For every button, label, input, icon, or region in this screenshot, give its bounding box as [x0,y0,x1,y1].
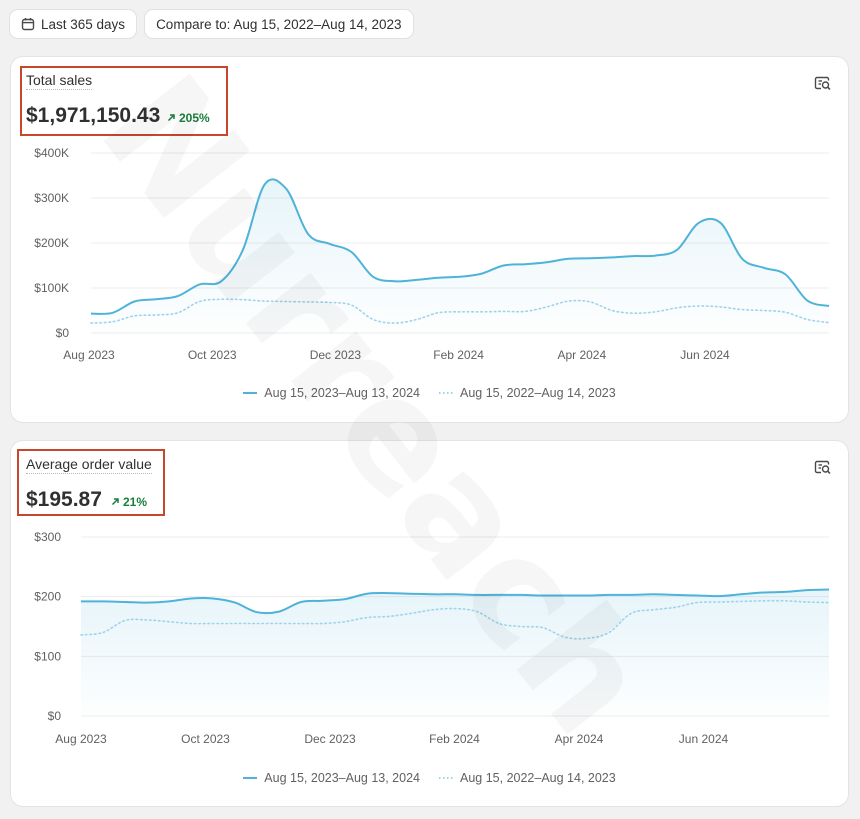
total-sales-card: Total sales $1,971,150.43 205% $0 $100K $2… [11,57,848,422]
highlight-box [17,449,165,516]
highlight-box [20,66,228,136]
explore-data-icon [812,76,834,98]
x-tick-label: Jun 2024 [679,732,729,746]
metric-title[interactable]: Total sales [26,72,93,90]
legend-dotted-swatch [439,777,453,779]
legend-item-current[interactable]: Aug 15, 2023–Aug 13, 2024 [243,386,420,400]
x-tick-label: Feb 2024 [429,732,480,746]
average-order-value-card: Average order value $195.87 21% $0 $100 $2… [11,441,848,806]
series-line-previous [90,298,830,324]
metric-change-value: 21% [123,495,148,509]
calendar-icon [21,17,35,31]
y-tick-label: $200K [34,236,69,250]
compare-to-button[interactable]: Compare to: Aug 15, 2022–Aug 14, 2023 [145,10,413,38]
x-tick-label: Aug 2023 [63,348,115,362]
legend-label-previous: Aug 15, 2022–Aug 14, 2023 [460,771,616,785]
chart-legend: Aug 15, 2023–Aug 13, 2024 Aug 15, 2022–A… [11,386,848,400]
x-tick-label: Apr 2024 [555,732,604,746]
explore-data-button[interactable] [812,456,834,478]
toolbar: Last 365 days Compare to: Aug 15, 2022–A… [10,10,413,38]
x-tick-label: Oct 2023 [188,348,237,362]
y-tick-label: $0 [56,326,70,340]
date-range-label: Last 365 days [41,16,126,32]
x-tick-label: Dec 2023 [310,348,362,362]
legend-solid-swatch [243,777,258,779]
legend-item-current[interactable]: Aug 15, 2023–Aug 13, 2024 [243,771,420,785]
legend-label-previous: Aug 15, 2022–Aug 14, 2023 [460,386,616,400]
series-area-fill [91,179,829,333]
metric-change-value: 205% [179,111,210,125]
y-tick-label: $100 [34,649,61,663]
legend-label-current: Aug 15, 2023–Aug 13, 2024 [264,771,420,785]
y-tick-label: $400K [34,146,69,160]
series-line-previous [80,599,830,640]
x-tick-label: Apr 2024 [557,348,606,362]
y-tick-label: $300 [34,530,61,544]
legend-item-previous[interactable]: Aug 15, 2022–Aug 14, 2023 [439,771,616,785]
chart-legend: Aug 15, 2023–Aug 13, 2024 Aug 15, 2022–A… [11,771,848,785]
metric-value: $195.87 [26,488,102,511]
x-tick-label: Oct 2023 [181,732,230,746]
legend-item-previous[interactable]: Aug 15, 2022–Aug 14, 2023 [439,386,616,400]
metric-change: 205% [167,111,210,125]
legend-label-current: Aug 15, 2023–Aug 13, 2024 [264,386,420,400]
legend-dotted-swatch [439,392,453,394]
average-order-value-chart: $0 $100 $200 $300 Aug 2023 Oct 2023 Dec 2023 Fe… [34,530,830,746]
explore-data-button[interactable] [812,72,834,94]
date-range-button[interactable]: Last 365 days [10,10,137,38]
series-area-fill [81,589,829,716]
arrow-up-right-icon [167,111,176,125]
compare-label: Compare to: Aug 15, 2022–Aug 14, 2023 [156,16,402,32]
total-sales-chart: $0 $100K $200K $300K $400K Aug 2023 Oct 2023 De… [34,146,830,362]
metric-value: $1,971,150.43 [26,104,161,127]
metric-change: 21% [111,495,147,509]
x-tick-label: Dec 2023 [304,732,356,746]
x-tick-label: Jun 2024 [680,348,730,362]
y-tick-label: $100K [34,281,69,295]
y-tick-label: $300K [34,191,69,205]
series-line-current [80,588,830,615]
x-tick-label: Aug 2023 [55,732,107,746]
series-line-current [90,178,830,315]
y-tick-label: $200 [34,590,61,604]
explore-data-icon [812,460,834,482]
x-tick-label: Feb 2024 [433,348,484,362]
legend-solid-swatch [243,392,258,394]
arrow-up-right-icon [111,495,120,509]
metric-title[interactable]: Average order value [26,456,152,474]
y-tick-label: $0 [48,709,62,723]
